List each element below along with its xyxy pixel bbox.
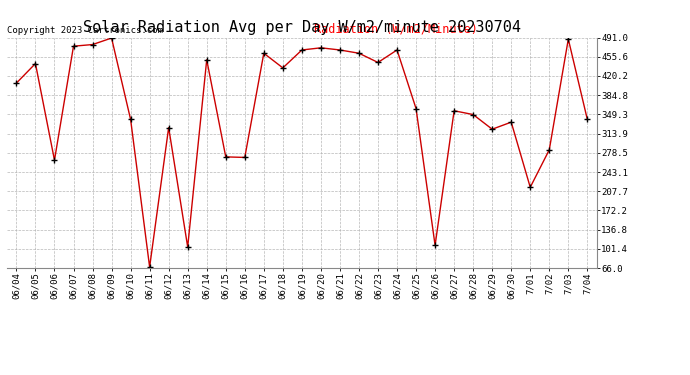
Text: Radiation (W/m2/Minute): Radiation (W/m2/Minute) (314, 22, 477, 35)
Text: Copyright 2023 Cartronics.com: Copyright 2023 Cartronics.com (7, 26, 163, 35)
Title: Solar Radiation Avg per Day W/m2/minute 20230704: Solar Radiation Avg per Day W/m2/minute … (83, 20, 521, 35)
